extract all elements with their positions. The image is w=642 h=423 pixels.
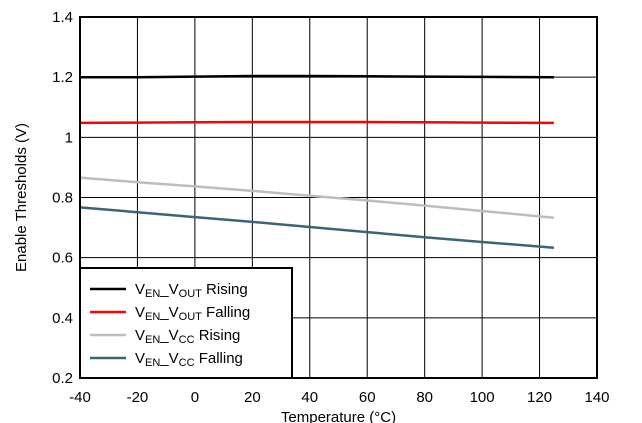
legend-text-part: Falling [202,304,250,321]
series-line-3 [79,176,555,219]
legend-entry: VEN_VOUT Rising [135,281,248,300]
legend-entry: VEN_VOUT Falling [135,304,250,323]
legend-subscript: EN [145,334,160,346]
y-tick-label: 1.2 [52,69,73,86]
legend-subscript: OUT [179,311,203,323]
legend-text-part: V [135,350,145,367]
legend-text-part: Falling [195,350,243,367]
x-tick-label: 0 [191,389,199,406]
y-tick-label: 0.4 [52,310,73,327]
x-tick-labels: -40 -20 0 20 40 60 80 100 120 140 [69,389,609,406]
series-line-1 [80,74,554,79]
x-tick-label: 80 [416,389,433,406]
y-tick-label: 0.6 [52,250,73,267]
legend-subscript: EN [145,311,160,323]
series-line-4 [79,206,554,249]
legend-text-part: _V [159,304,178,321]
y-tick-label: 0.8 [52,190,73,207]
y-tick-label: 0.2 [52,370,73,387]
legend-text-part: Rising [195,327,241,344]
plot-frame [79,16,598,379]
x-tick-label: 40 [301,389,318,406]
y-tick-labels: 0.2 0.4 0.6 0.8 1 1.2 1.4 [52,9,73,387]
x-tick-label: 20 [244,389,261,406]
x-tick-label: 140 [584,389,609,406]
legend-entry: VEN_VCC Rising [135,327,240,346]
legend-subscript: OUT [179,288,203,300]
legend-text-part: V [135,327,145,344]
x-tick-label: 60 [359,389,376,406]
x-tick-label: 100 [470,389,495,406]
x-tick-label: 120 [527,389,552,406]
y-axis-title: Enable Thresholds (V) [13,123,30,272]
legend-subscript: CC [179,357,195,369]
y-tick-label: 1.4 [52,9,73,26]
x-tick-label: -40 [69,389,91,406]
legend-text-part: _V [159,327,178,344]
legend-text-part: Rising [202,281,248,298]
series-line-2 [79,120,554,125]
legend-subscript: CC [179,334,195,346]
legend-text-part: V [135,304,145,321]
legend-subscript: EN [145,288,160,300]
y-tick-label: 1 [65,129,73,146]
legend-entry: VEN_VCC Falling [135,350,243,369]
legend-text-part: V [135,281,145,298]
legend-text-part: _V [159,281,178,298]
legend-subscript: EN [145,357,160,369]
x-tick-label: -20 [127,389,149,406]
x-axis-title: Temperature (°C) [281,409,396,423]
legend-box [79,267,293,379]
series-layer [79,74,555,249]
legend-text-part: _V [159,350,178,367]
